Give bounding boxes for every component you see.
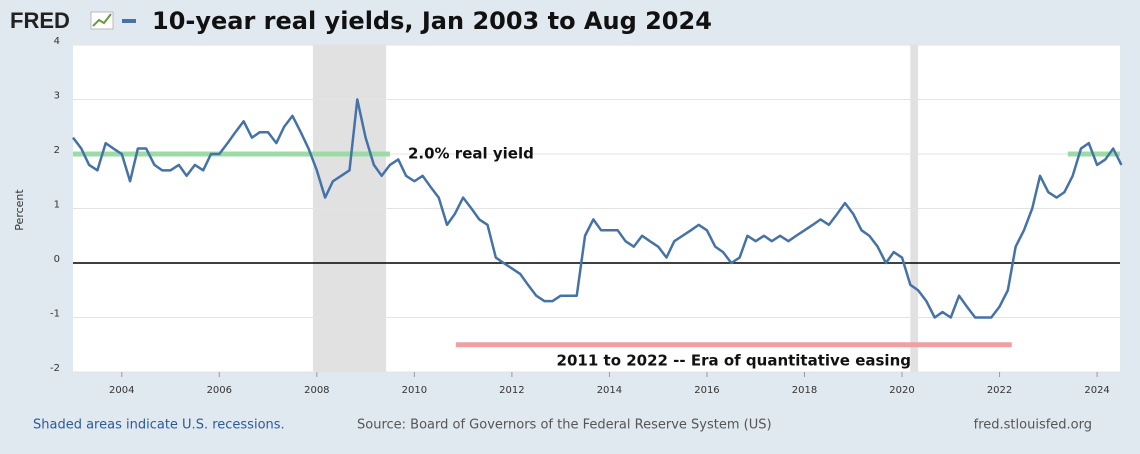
chart-title: 10-year real yields, Jan 2003 to Aug 202… [152, 7, 712, 35]
annotation: 2011 to 2022 -- Era of quantitative easi… [557, 351, 911, 369]
y-tick-label: 2 [54, 145, 60, 156]
data-line [72, 98, 1123, 319]
logo-icon [90, 11, 114, 30]
x-tick-label: 2022 [987, 385, 1012, 396]
x-tick-label: 2004 [109, 385, 134, 396]
x-tick-label: 2014 [597, 385, 622, 396]
y-tick-label: 1 [54, 200, 60, 211]
x-tick-label: 2010 [402, 385, 427, 396]
logo: FRED [10, 8, 70, 33]
x-tick-label: 2020 [889, 385, 914, 396]
x-tick-label: 2024 [1084, 385, 1109, 396]
y-tick-label: -2 [50, 363, 60, 374]
footer-left: Shaded areas indicate U.S. recessions. [33, 418, 285, 433]
annotation: 2.0% real yield [408, 145, 534, 163]
y-axis-label: Percent [13, 189, 26, 231]
footer-source: Source: Board of Governors of the Federa… [357, 418, 772, 433]
x-tick-label: 2012 [499, 385, 524, 396]
x-tick-label: 2008 [304, 385, 329, 396]
x-tick-label: 2016 [694, 385, 719, 396]
y-tick-label: 3 [54, 91, 60, 102]
y-tick-label: 4 [54, 36, 60, 47]
x-tick-label: 2006 [207, 385, 232, 396]
footer-url: fred.stlouisfed.org [974, 418, 1092, 433]
y-tick-label: 0 [54, 254, 60, 265]
x-tick-label: 2018 [792, 385, 817, 396]
y-tick-label: -1 [50, 309, 60, 320]
